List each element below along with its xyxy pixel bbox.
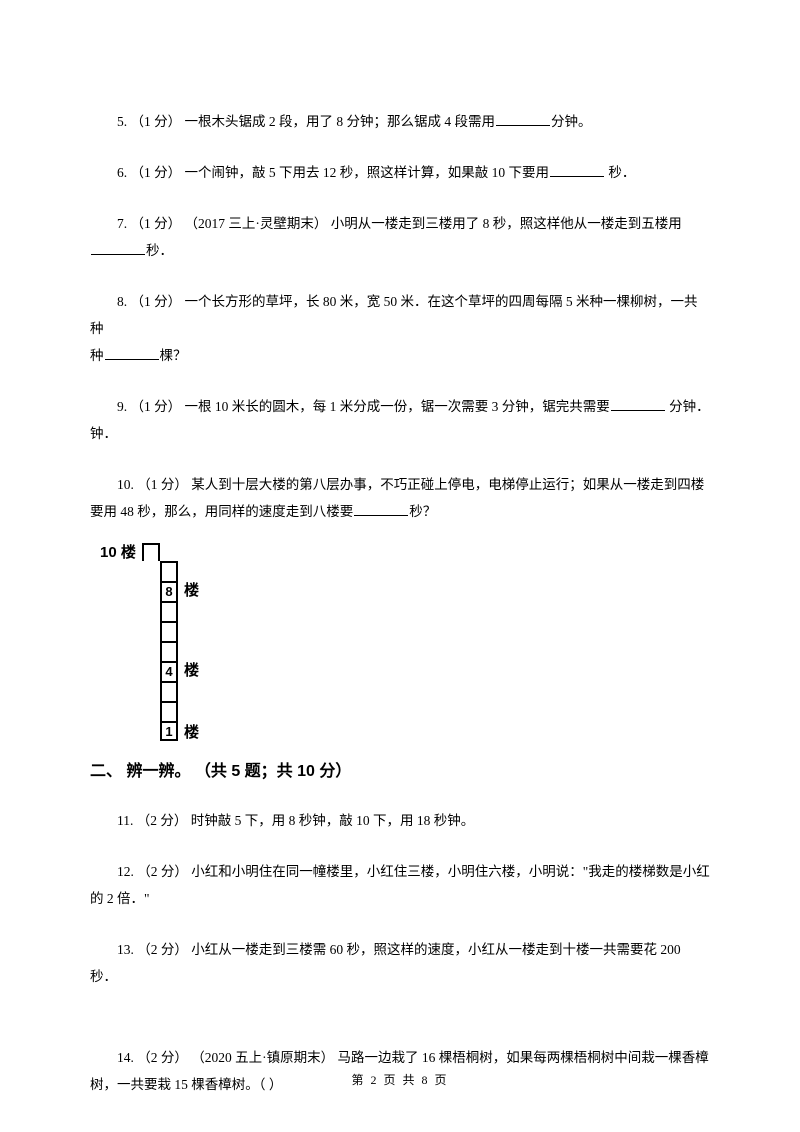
q-num: 14.: [117, 1050, 134, 1065]
q-text: 一根木头锯成 2 段，用了 8 分钟；那么锯成 4 段需用: [181, 114, 495, 129]
q-text: 小明从一楼走到三楼用了 8 秒，照这样他从一楼走到五楼用: [327, 216, 681, 231]
q-pts: （2 分）: [137, 813, 188, 828]
q-text: 秒．: [146, 243, 173, 258]
q-num: 5.: [117, 114, 127, 129]
page-content: 5. （1 分） 一根木头锯成 2 段，用了 8 分钟；那么锯成 4 段需用分钟…: [0, 0, 800, 1098]
answer-blank[interactable]: [611, 398, 665, 412]
q-num: 6.: [117, 165, 127, 180]
q-pts: （1 分）: [131, 114, 182, 129]
q-text: 一个闹钟，敲 5 下用去 12 秒，照这样计算，如果敲 10 下要用: [181, 165, 549, 180]
q-num: 7.: [117, 216, 127, 231]
question-6: 6. （1 分） 一个闹钟，敲 5 下用去 12 秒，照这样计算，如果敲 10 …: [90, 159, 710, 186]
q-pts: （2 分）: [137, 864, 188, 879]
floor-cell: [162, 701, 176, 721]
question-12: 12. （2 分） 小红和小明住在同一幢楼里，小红住三楼，小明住六楼，小明说："…: [90, 858, 710, 912]
floor-cell: 4: [162, 661, 176, 681]
question-11: 11. （2 分） 时钟敲 5 下，用 8 秒钟，敲 10 下，用 18 秒钟。: [90, 807, 710, 834]
question-8: 8. （1 分） 一个长方形的草坪，长 80 米，宽 50 米．在这个草坪的四周…: [90, 288, 710, 369]
q-text: 一个长方形的草坪，长 80 米，宽 50 米．在这个草坪的四周每隔 5 米种一棵…: [90, 294, 698, 336]
q-num: 12.: [117, 864, 134, 879]
section-2-heading: 二、 辨一辨。 （共 5 题；共 10 分）: [90, 759, 710, 785]
q-pts: （1 分）: [131, 165, 182, 180]
q-num: 11.: [117, 813, 133, 828]
q-pts: （2 分）: [137, 1050, 188, 1065]
q-num: 13.: [117, 942, 134, 957]
floor-cell: [162, 601, 176, 621]
q-pts: （1 分）: [131, 294, 182, 309]
q-source: （2017 三上·灵壁期末）: [185, 216, 328, 231]
answer-blank[interactable]: [354, 503, 408, 517]
q-text: 分钟．: [666, 399, 710, 414]
floor-top-cell: [142, 543, 160, 561]
q-num: 8.: [117, 294, 127, 309]
floor-cell: 8: [162, 581, 176, 601]
q-pts: （2 分）: [137, 942, 188, 957]
q-text: 一根 10 米长的圆木，每 1 米分成一份，锯一次需要 3 分钟，锯完共需要: [181, 399, 610, 414]
q-pts: （1 分）: [137, 477, 188, 492]
q-num: 9.: [117, 399, 127, 414]
floor-right-label: 楼: [184, 579, 199, 603]
floor-10-label: 10 楼: [100, 541, 136, 565]
question-13: 13. （2 分） 小红从一楼走到三楼需 60 秒，照这样的速度，小红从一楼走到…: [90, 936, 710, 990]
answer-blank[interactable]: [496, 113, 550, 127]
q-num: 10.: [117, 477, 134, 492]
q-text: 棵？: [160, 348, 187, 363]
q-pts: （1 分）: [131, 216, 182, 231]
answer-blank[interactable]: [550, 164, 604, 178]
q-text: 秒？: [409, 504, 436, 519]
floor-stack: 8 4 1: [160, 561, 178, 741]
floor-cell: [162, 621, 176, 641]
floor-cell: [162, 681, 176, 701]
q-pts: （1 分）: [131, 399, 182, 414]
q-text: 分钟。: [551, 114, 592, 129]
question-7: 7. （1 分） （2017 三上·灵壁期末） 小明从一楼走到三楼用了 8 秒，…: [90, 210, 710, 264]
answer-blank[interactable]: [91, 242, 145, 256]
answer-blank[interactable]: [105, 347, 159, 361]
floor-cell: 1: [162, 721, 176, 741]
q-text: 时钟敲 5 下，用 8 秒钟，敲 10 下，用 18 秒钟。: [187, 813, 474, 828]
question-9: 9. （1 分） 一根 10 米长的圆木，每 1 米分成一份，锯一次需要 3 分…: [90, 393, 710, 447]
q-source: （2020 五上·镇原期末）: [191, 1050, 334, 1065]
question-5: 5. （1 分） 一根木头锯成 2 段，用了 8 分钟；那么锯成 4 段需用 分钟…: [90, 108, 710, 135]
floor-right-label: 楼: [184, 659, 199, 683]
q-text: 秒．: [605, 165, 635, 180]
floor-cell: [162, 641, 176, 661]
page-footer: 第 2 页 共 8 页: [0, 1071, 800, 1090]
building-diagram: 10 楼 841 楼楼楼: [104, 543, 244, 741]
question-10: 10. （1 分） 某人到十层大楼的第八层办事，不巧正碰上停电，电梯停止运行；如…: [90, 471, 710, 525]
floor-cell: [162, 561, 176, 581]
floor-right-label: 楼: [184, 721, 199, 745]
